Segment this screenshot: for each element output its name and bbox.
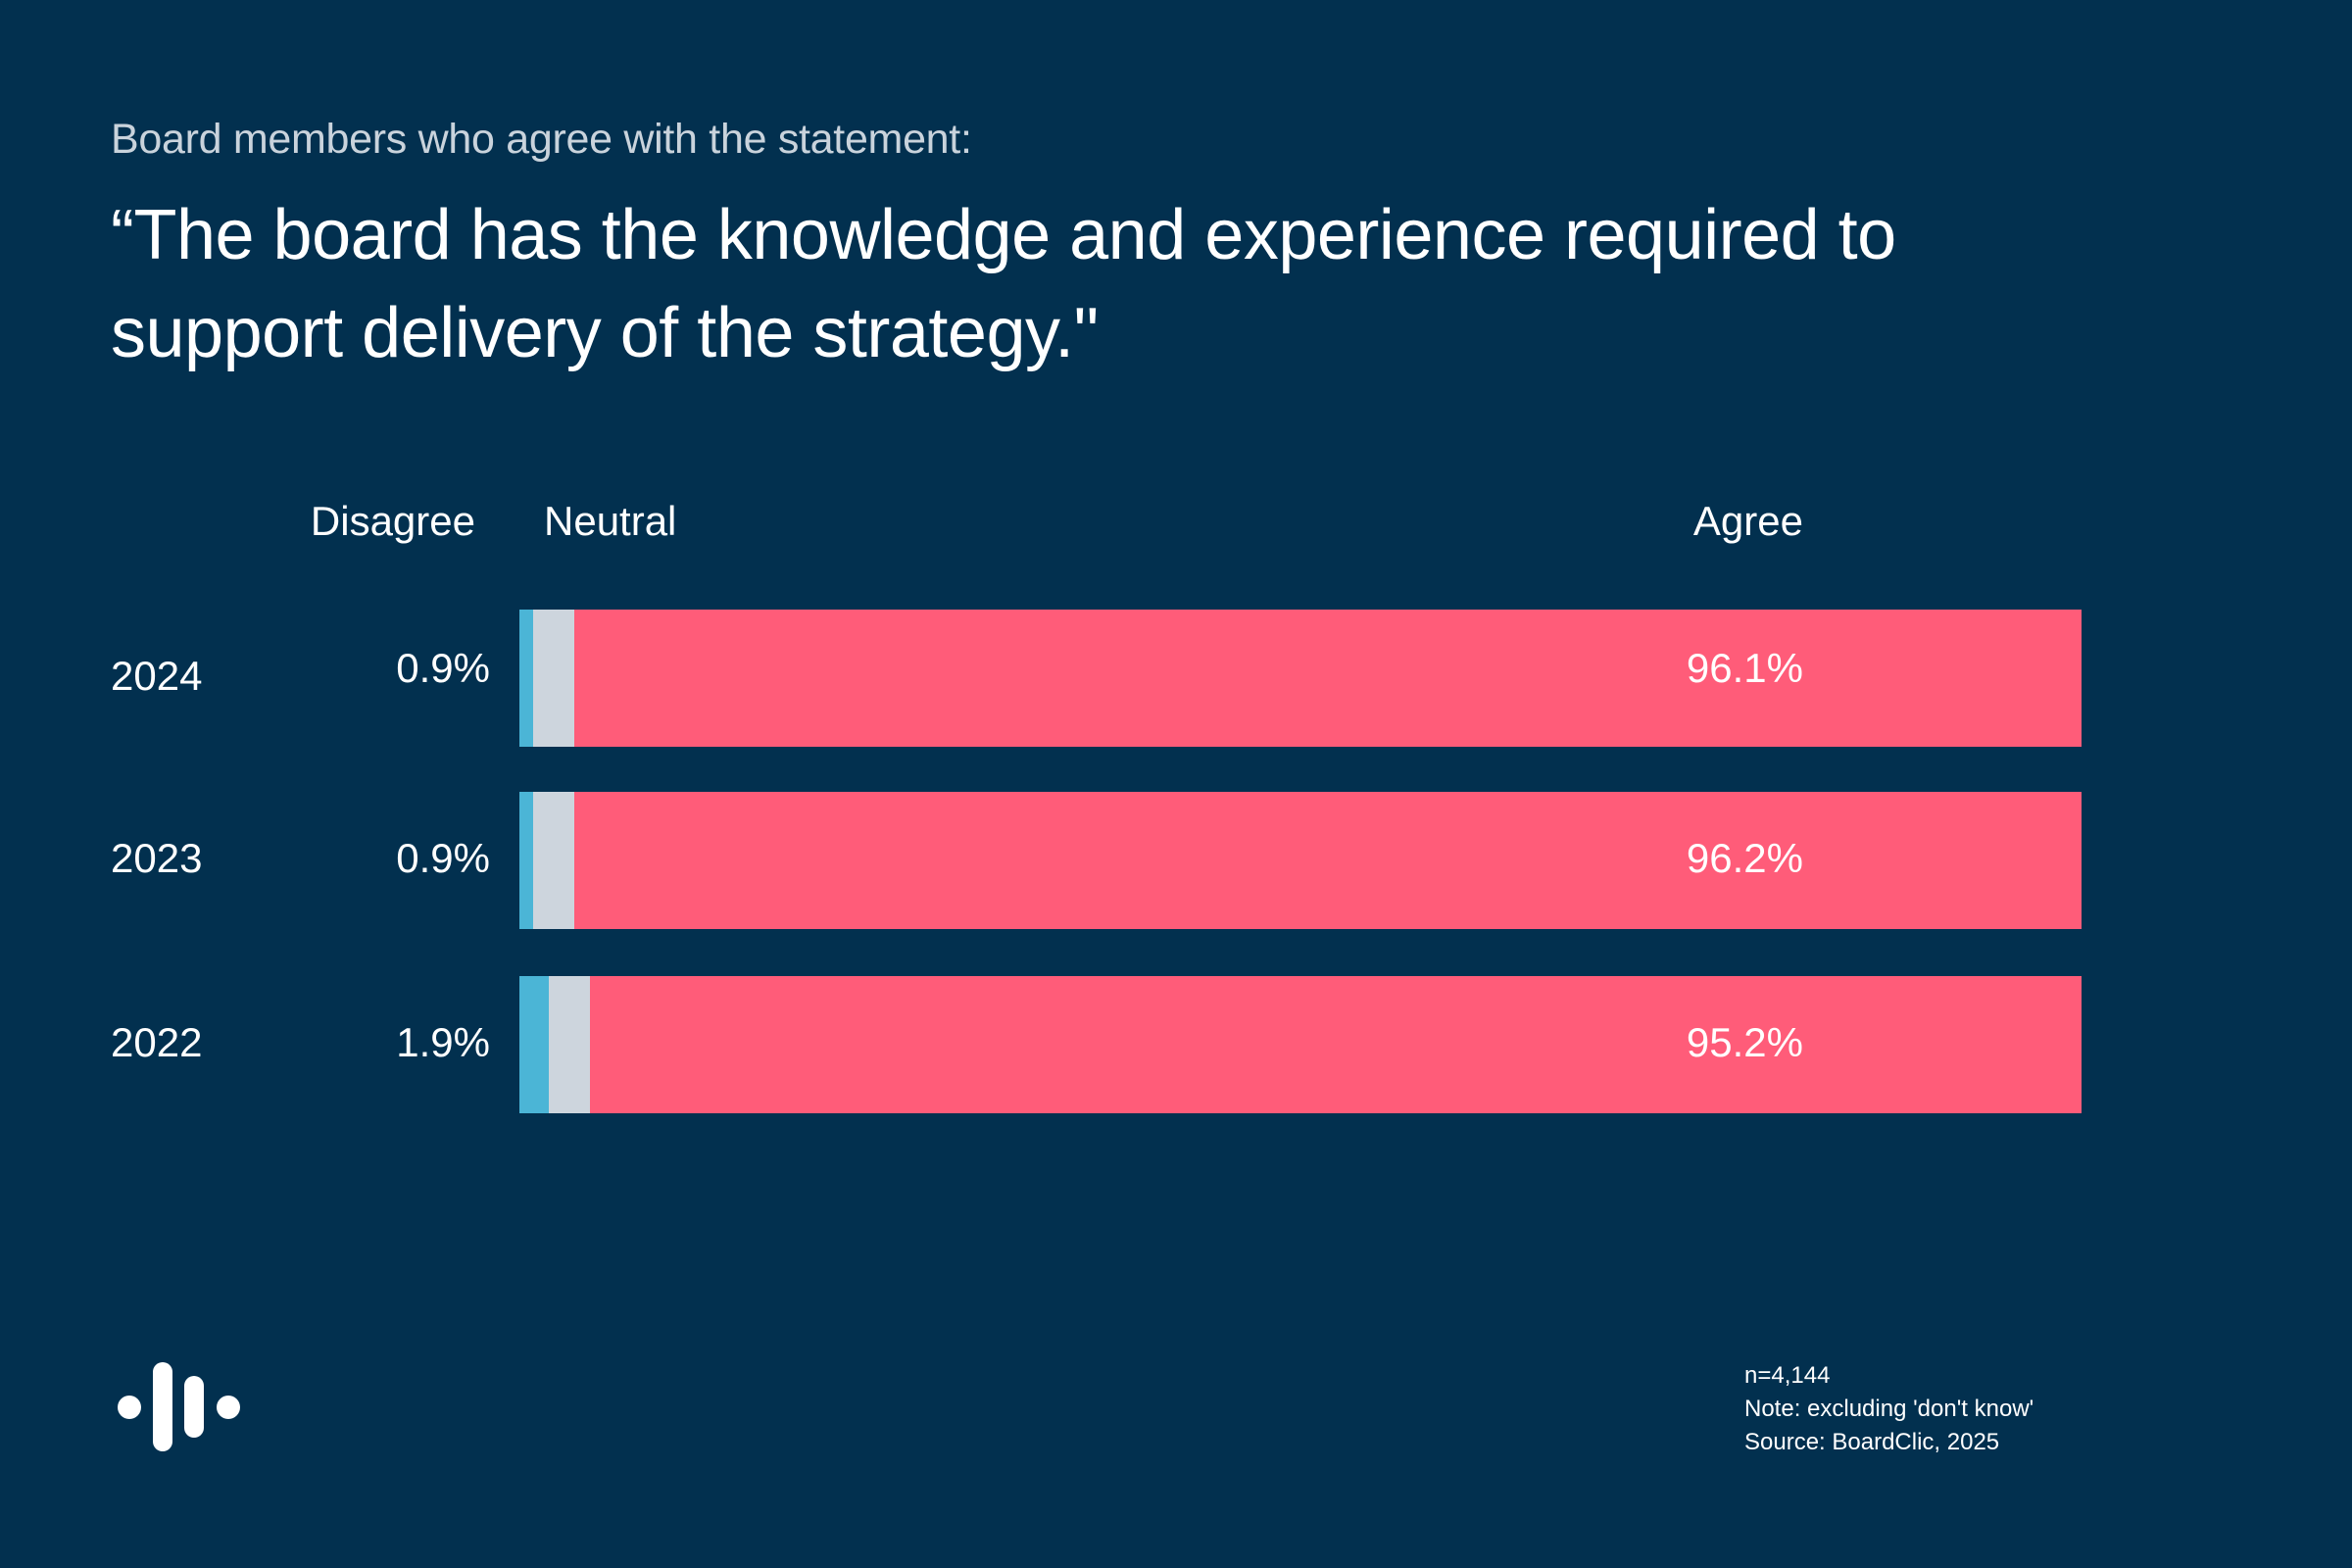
sample-size: n=4,144	[1744, 1362, 1831, 1389]
disagree-value-label: 0.9%	[396, 645, 490, 691]
bar-segment-agree	[573, 792, 2082, 929]
logo-bar-tall	[153, 1362, 172, 1451]
bar-segment-agree	[589, 976, 2082, 1113]
bar-segment-disagree	[519, 610, 534, 747]
footnote: n=4,144 Note: excluding 'don't know' Sou…	[1744, 1359, 2034, 1459]
disagree-value-label: 0.9%	[396, 835, 490, 881]
year-label: 2023	[111, 835, 203, 881]
legend-agree: Agree	[1692, 498, 1803, 544]
agree-value-label: 96.2%	[1686, 835, 1803, 881]
logo-bar-short	[184, 1376, 204, 1438]
disagree-value-label: 1.9%	[396, 1019, 490, 1065]
bar-segment-disagree	[519, 976, 550, 1113]
logo-dot-right	[217, 1396, 240, 1419]
year-label: 2022	[111, 1019, 203, 1065]
chart-subtitle: Board members who agree with the stateme…	[111, 116, 972, 163]
note: Note: excluding 'don't know'	[1744, 1396, 2034, 1422]
source: Source: BoardClic, 2025	[1744, 1429, 2000, 1455]
agree-value-label: 95.2%	[1686, 1019, 1803, 1065]
bar-segment-neutral	[533, 792, 574, 929]
agree-value-label: 96.1%	[1686, 645, 1803, 691]
bar-segment-neutral	[533, 610, 574, 747]
boardclic-logo-icon	[118, 1362, 240, 1451]
legend-neutral: Neutral	[544, 498, 677, 544]
chart-title: “The board has the knowledge and experie…	[111, 196, 1896, 372]
legend-disagree: Disagree	[310, 498, 475, 544]
bar-segment-agree	[573, 610, 2082, 747]
year-label: 2024	[111, 653, 203, 699]
bar-segment-disagree	[519, 792, 534, 929]
logo-dot-left	[118, 1396, 141, 1419]
bar-segment-neutral	[549, 976, 590, 1113]
